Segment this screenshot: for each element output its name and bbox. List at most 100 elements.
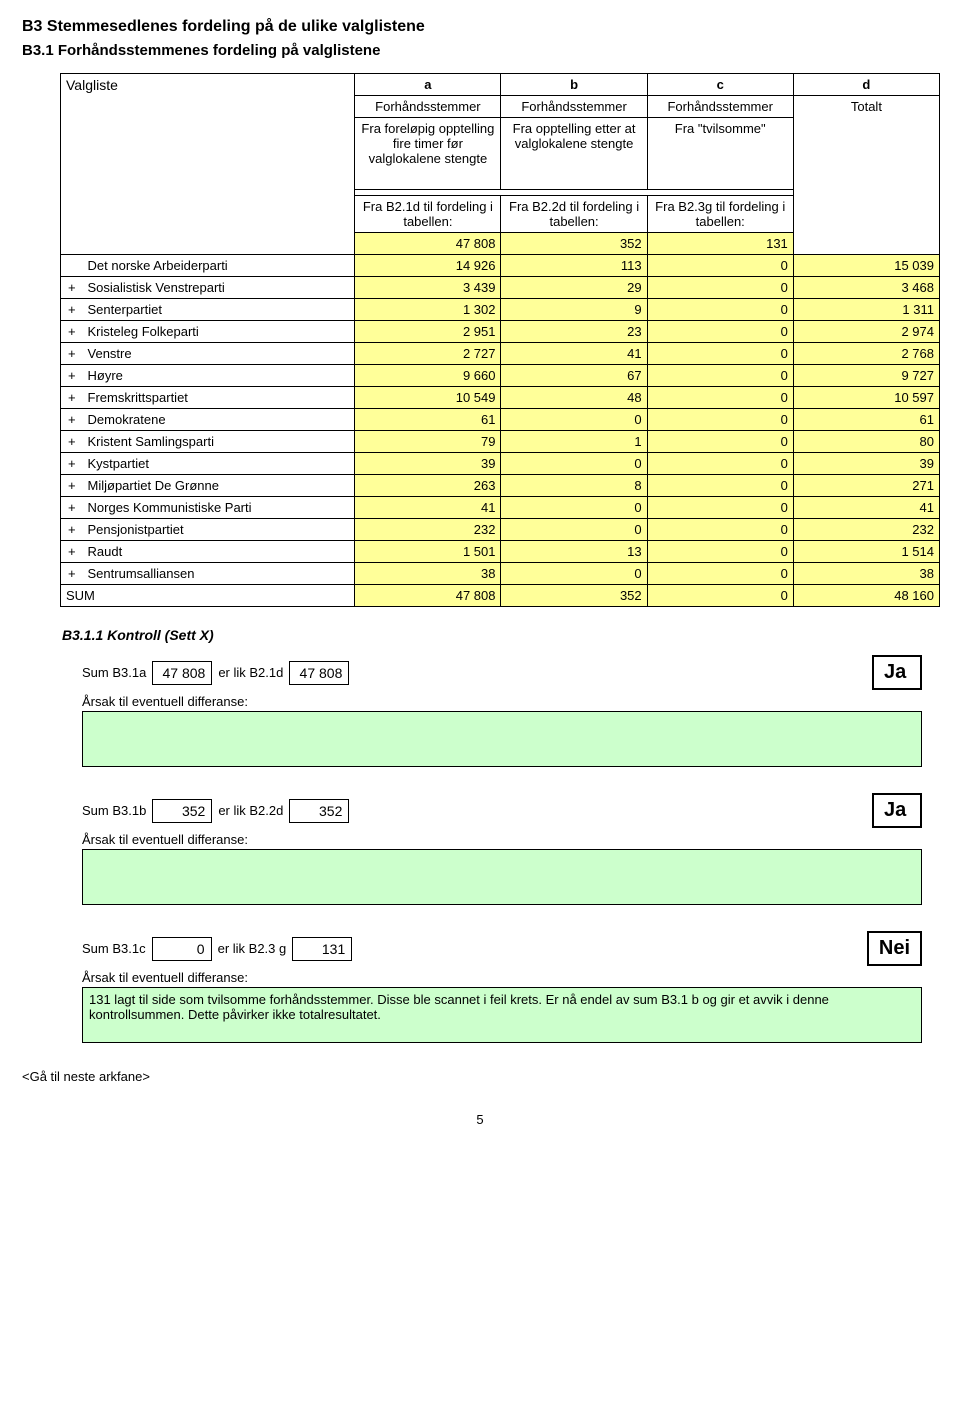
- cell-a: 232: [355, 519, 501, 541]
- cell-d: 1 514: [793, 541, 939, 563]
- kontroll-title: B3.1.1 Kontroll (Sett X): [62, 627, 938, 643]
- hdr-sub2-b: Fra opptelling etter at valglokalene ste…: [501, 118, 647, 190]
- plus-cell: +: [61, 409, 83, 431]
- page-number: 5: [22, 1112, 938, 1127]
- table-row: +Demokratene610061: [61, 409, 940, 431]
- hdr-sub2-c: Fra "tvilsomme": [647, 118, 793, 190]
- cell-b: 0: [501, 497, 647, 519]
- cell-c: 0: [647, 387, 793, 409]
- hdr-sub-b: Forhåndsstemmer: [501, 96, 647, 118]
- cell-d: 1 311: [793, 299, 939, 321]
- cell-c: 0: [647, 299, 793, 321]
- plus-cell: +: [61, 431, 83, 453]
- cell-a: 41: [355, 497, 501, 519]
- cell-a: 10 549: [355, 387, 501, 409]
- sum-a: 47 808: [355, 585, 501, 607]
- table-row: +Pensjonistpartiet23200232: [61, 519, 940, 541]
- section-b31-title: B3.1 Forhåndsstemmenes fordeling på valg…: [22, 42, 938, 59]
- control-block: Sum B3.1b352er lik B2.2d352JaÅrsak til e…: [82, 793, 922, 905]
- cell-b: 0: [501, 563, 647, 585]
- ctrl-left-val: 352: [152, 799, 212, 823]
- table-row: +Sosialistisk Venstreparti3 4392903 468: [61, 277, 940, 299]
- ctrl-mid-label: er lik B2.2d: [218, 803, 283, 818]
- cell-b: 0: [501, 453, 647, 475]
- ctrl-right-val: 47 808: [289, 661, 349, 685]
- cell-a: 1 302: [355, 299, 501, 321]
- hdr-sub-a: Forhåndsstemmer: [355, 96, 501, 118]
- ctrl-right-val: 352: [289, 799, 349, 823]
- ctrl-left-label: Sum B3.1b: [82, 803, 146, 818]
- section-b3-title: B3 Stemmesedlenes fordeling på de ulike …: [22, 18, 938, 36]
- cell-b: 1: [501, 431, 647, 453]
- party-name: Kristent Samlingsparti: [83, 431, 355, 453]
- table-row: +Høyre9 6606709 727: [61, 365, 940, 387]
- cell-c: 0: [647, 431, 793, 453]
- table-row: +Norges Kommunistiske Parti410041: [61, 497, 940, 519]
- cell-d: 10 597: [793, 387, 939, 409]
- reason-box: 131 lagt til side som tvilsomme forhånds…: [82, 987, 922, 1043]
- col-c: c: [647, 74, 793, 96]
- fra-c: Fra B2.3g til fordeling i tabellen:: [647, 196, 793, 233]
- cell-c: 0: [647, 409, 793, 431]
- cell-a: 2 951: [355, 321, 501, 343]
- cell-d: 2 768: [793, 343, 939, 365]
- fra-val-b: 352: [501, 233, 647, 255]
- party-name: Det norske Arbeiderparti: [83, 255, 355, 277]
- cell-b: 113: [501, 255, 647, 277]
- plus-cell: +: [61, 299, 83, 321]
- ctrl-mid-label: er lik B2.1d: [218, 665, 283, 680]
- cell-c: 0: [647, 365, 793, 387]
- sum-d: 48 160: [793, 585, 939, 607]
- ctrl-right-val: 131: [292, 937, 352, 961]
- col-d: d: [793, 74, 939, 96]
- main-table: Valgliste a b c d Forhåndsstemmer Forhån…: [60, 73, 940, 607]
- cell-c: 0: [647, 475, 793, 497]
- ctrl-left-label: Sum B3.1c: [82, 941, 146, 956]
- cell-c: 0: [647, 277, 793, 299]
- fra-a: Fra B2.1d til fordeling i tabellen:: [355, 196, 501, 233]
- fra-val-c: 131: [647, 233, 793, 255]
- cell-b: 29: [501, 277, 647, 299]
- control-block: Sum B3.1a47 808er lik B2.1d47 808JaÅrsak…: [82, 655, 922, 767]
- plus-cell: +: [61, 563, 83, 585]
- cell-d: 80: [793, 431, 939, 453]
- cell-d: 15 039: [793, 255, 939, 277]
- party-name: Raudt: [83, 541, 355, 563]
- cell-a: 61: [355, 409, 501, 431]
- table-row: +Raudt1 5011301 514: [61, 541, 940, 563]
- party-name: Senterpartiet: [83, 299, 355, 321]
- table-row: +Kystpartiet390039: [61, 453, 940, 475]
- party-name: Demokratene: [83, 409, 355, 431]
- cell-a: 2 727: [355, 343, 501, 365]
- cell-a: 9 660: [355, 365, 501, 387]
- plus-cell: +: [61, 519, 83, 541]
- cell-c: 0: [647, 343, 793, 365]
- cell-d: 232: [793, 519, 939, 541]
- hdr-sub-d: Totalt: [793, 96, 939, 255]
- plus-cell: +: [61, 343, 83, 365]
- cell-b: 41: [501, 343, 647, 365]
- cell-a: 14 926: [355, 255, 501, 277]
- footer-note: <Gå til neste arkfane>: [22, 1069, 938, 1084]
- party-name: Kristeleg Folkeparti: [83, 321, 355, 343]
- arsak-label: Årsak til eventuell differanse:: [82, 694, 922, 709]
- ctrl-answer: Ja: [872, 793, 922, 828]
- table-row: +Kristeleg Folkeparti2 9512302 974: [61, 321, 940, 343]
- plus-cell: +: [61, 497, 83, 519]
- plus-cell: [61, 255, 83, 277]
- table-row: +Venstre2 7274102 768: [61, 343, 940, 365]
- party-name: Kystpartiet: [83, 453, 355, 475]
- col-a: a: [355, 74, 501, 96]
- party-name: Miljøpartiet De Grønne: [83, 475, 355, 497]
- hdr-sub-c: Forhåndsstemmer: [647, 96, 793, 118]
- cell-c: 0: [647, 497, 793, 519]
- ctrl-left-val: 0: [152, 937, 212, 961]
- arsak-label: Årsak til eventuell differanse:: [82, 970, 922, 985]
- plus-cell: +: [61, 387, 83, 409]
- cell-a: 39: [355, 453, 501, 475]
- cell-b: 8: [501, 475, 647, 497]
- fra-b: Fra B2.2d til fordeling i tabellen:: [501, 196, 647, 233]
- reason-box: [82, 711, 922, 767]
- plus-cell: +: [61, 541, 83, 563]
- cell-d: 2 974: [793, 321, 939, 343]
